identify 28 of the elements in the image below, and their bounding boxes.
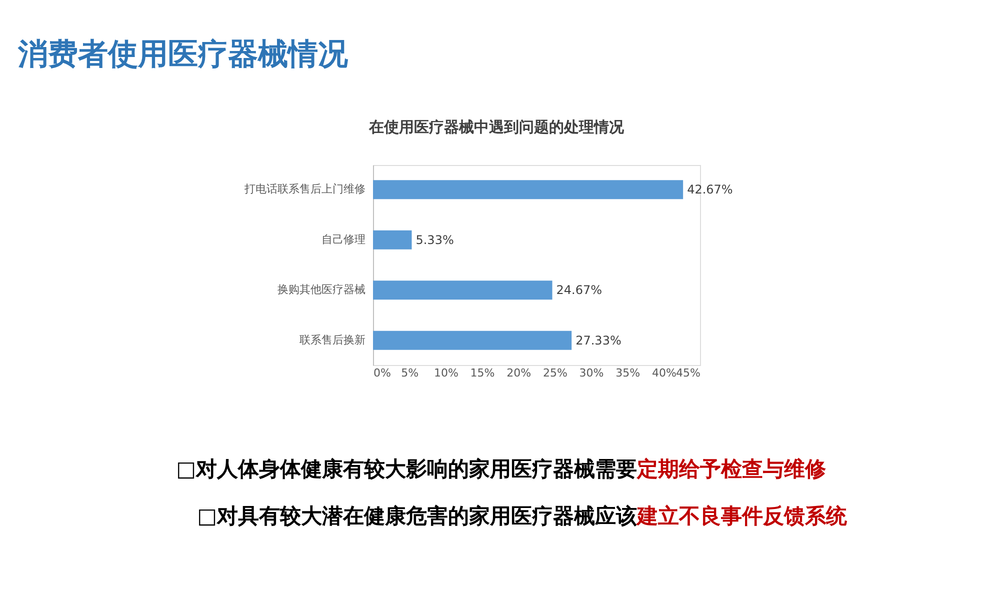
text: 定期给予检查与维修 bbox=[636, 457, 827, 481]
bar bbox=[373, 280, 552, 300]
chart-subtitle: 在使用医疗器械中遇到问题的处理情况 bbox=[368, 118, 625, 136]
y-tick-label: 自己修理 bbox=[322, 232, 366, 246]
x-tick-label: 45% bbox=[676, 366, 700, 380]
y-tick-label: 打电话联系售后上门维修 bbox=[244, 182, 366, 196]
x-tick-label: 20% bbox=[506, 366, 532, 380]
text: 建立不良事件反馈系统 bbox=[635, 504, 848, 528]
bar bbox=[373, 180, 684, 200]
data-label: 24.67% bbox=[556, 283, 602, 298]
chart-title: 消费者使用医疗器械情况 bbox=[17, 37, 349, 72]
bar bbox=[373, 230, 412, 250]
data-label: 27.33% bbox=[576, 333, 622, 348]
bar bbox=[373, 330, 572, 350]
text: □对具有较大潜在健康危害的家用医疗器械应该 bbox=[197, 504, 637, 528]
y-tick-label: 联系售后换新 bbox=[300, 333, 366, 346]
x-tick-label: 10% bbox=[434, 366, 458, 380]
x-tick-label: 40% bbox=[652, 366, 676, 380]
x-tick-label: 5% bbox=[401, 366, 419, 380]
x-tick-label: 30% bbox=[579, 366, 604, 380]
text: □对人体身体健康有较大影响的家用医疗器械需要 bbox=[176, 457, 637, 481]
x-tick-label: 35% bbox=[616, 366, 640, 380]
x-tick-label: 15% bbox=[470, 366, 495, 380]
x-tick-label: 25% bbox=[542, 366, 568, 380]
y-tick-label: 换购其他医疗器械 bbox=[278, 283, 366, 296]
data-label: 5.33% bbox=[416, 232, 454, 247]
x-tick-label: 0% bbox=[374, 366, 391, 380]
data-label: 42.67% bbox=[687, 182, 733, 197]
